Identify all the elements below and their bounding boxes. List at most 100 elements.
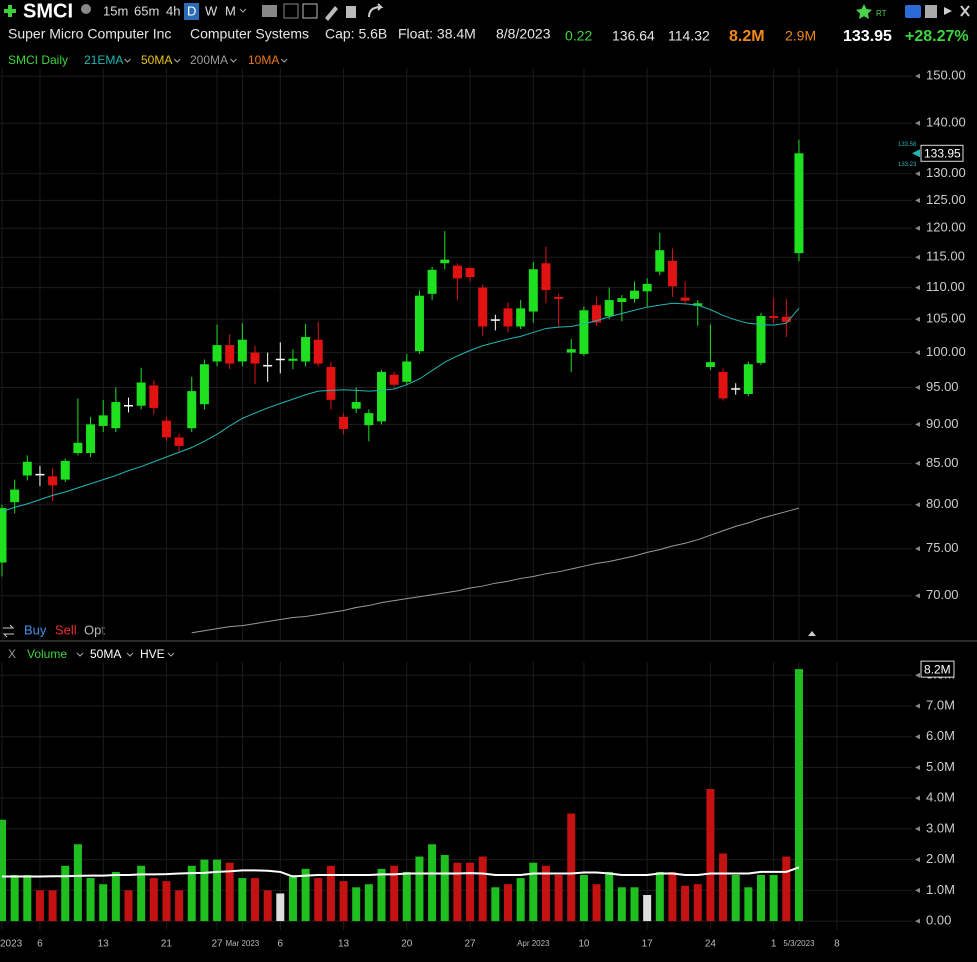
candle-body — [465, 268, 475, 278]
y-tick-mark — [915, 826, 920, 832]
scroll-arrow[interactable] — [808, 631, 816, 636]
y-tick-label: 1.0M — [926, 882, 955, 897]
volume-bar — [23, 875, 32, 922]
link-icon[interactable] — [81, 4, 91, 14]
volume-bar — [200, 859, 209, 922]
timeframe-active — [184, 3, 199, 20]
dropdown — [280, 58, 288, 63]
y-tick-label: 7.0M — [926, 697, 955, 712]
volume-bar — [0, 819, 6, 922]
y-tick-mark — [915, 502, 920, 508]
dropdown — [124, 58, 131, 63]
volume-bar — [339, 881, 348, 922]
share-icon[interactable] — [368, 3, 384, 18]
volume-bar — [263, 890, 272, 922]
close-study[interactable]: X — [8, 647, 16, 661]
study-name[interactable]: Volume — [27, 647, 67, 661]
date: 8/8/2023 — [496, 26, 551, 42]
volume-bar — [99, 884, 108, 922]
market-cap: Cap: 5.6B — [325, 26, 387, 42]
candle-body — [10, 489, 20, 503]
dropdown[interactable] — [167, 652, 175, 657]
timeframe[interactable]: M — [225, 3, 236, 18]
candle-body — [0, 508, 7, 563]
dropdown[interactable] — [76, 652, 84, 657]
x-tick-label: 5/3/2023 — [783, 939, 815, 948]
favorite-icon[interactable] — [856, 4, 872, 19]
legend-entry: 21EMA — [84, 53, 123, 67]
volume-bar — [48, 890, 57, 922]
candle-body — [237, 339, 247, 362]
rt-indicator: RT — [876, 9, 887, 18]
note-icon[interactable] — [346, 6, 356, 18]
timeframe[interactable]: W — [205, 3, 218, 18]
volume: 8.2M — [729, 28, 765, 45]
candle-body — [541, 263, 551, 291]
study-name[interactable]: 50MA — [90, 647, 121, 661]
volume-bar — [149, 878, 158, 922]
y-tick-mark — [915, 225, 920, 231]
x-tick-label: 2023 — [0, 939, 23, 950]
candle-body — [705, 362, 715, 368]
buy-button[interactable]: Buy — [24, 622, 47, 637]
candle-body — [60, 460, 70, 480]
dropdown[interactable] — [126, 652, 134, 657]
volume-bar — [605, 871, 614, 922]
last-price-label: 133.95 — [924, 146, 961, 160]
y-tick-label: 120.00 — [926, 220, 966, 235]
x-tick-label: 20 — [401, 939, 413, 950]
options-button[interactable]: Opt — [84, 622, 105, 637]
volume-bar — [124, 890, 133, 922]
volume-bar — [529, 862, 538, 922]
candle-body — [579, 310, 589, 354]
candle-body — [503, 308, 513, 327]
y-tick-label: 125.00 — [926, 192, 966, 207]
tool-icon[interactable] — [302, 3, 318, 19]
price-marker-label: 133.58 — [898, 142, 917, 148]
dropdown[interactable] — [239, 8, 247, 13]
candle-body — [617, 298, 627, 302]
volume-bar — [541, 865, 550, 922]
expand-icon[interactable] — [944, 7, 952, 15]
legend-entry: 10MA — [248, 53, 279, 67]
timeframe[interactable]: D — [187, 3, 196, 18]
low: 114.32 — [668, 28, 710, 44]
price-marker — [912, 149, 920, 158]
x-tick-label: 6 — [37, 939, 43, 950]
y-tick-mark — [915, 385, 920, 391]
chart-title: SMCI Daily — [8, 53, 68, 67]
timeframe[interactable]: 15m — [103, 3, 128, 18]
indicator-line — [191, 507, 800, 634]
volume-bar — [706, 788, 715, 922]
sell-button[interactable]: Sell — [55, 622, 77, 637]
alert-icon[interactable] — [905, 5, 921, 18]
volume-bar — [251, 878, 259, 922]
x-tick-label: Mar 2023 — [225, 939, 259, 948]
y-tick-label: 0.00 — [926, 913, 951, 928]
timeframe[interactable]: 4h — [166, 3, 180, 18]
add-icon[interactable] — [4, 5, 16, 17]
price-marker-label: 133.23 — [898, 162, 917, 168]
candle-body — [225, 345, 235, 364]
trade-icon[interactable] — [2, 624, 15, 638]
study-name[interactable]: HVE — [140, 647, 165, 661]
tool-icon[interactable] — [262, 5, 277, 17]
volume-bar — [428, 844, 437, 922]
draw-icon[interactable] — [325, 6, 338, 21]
volume-bar — [288, 875, 297, 922]
volume-badge — [920, 660, 955, 678]
tool-icon[interactable] — [283, 3, 299, 19]
save-icon[interactable] — [925, 5, 937, 18]
y-tick-mark — [915, 734, 920, 740]
volume-bar — [782, 856, 791, 922]
y-tick-mark — [915, 546, 920, 552]
candle-body — [301, 337, 311, 362]
candle-body — [592, 305, 602, 323]
candle-body — [452, 265, 462, 279]
volume-bar — [225, 862, 234, 922]
symbol[interactable]: SMCI — [23, 0, 73, 22]
volume-bar — [415, 856, 424, 922]
timeframe[interactable]: 65m — [134, 3, 159, 18]
close-icon[interactable] — [960, 5, 970, 17]
